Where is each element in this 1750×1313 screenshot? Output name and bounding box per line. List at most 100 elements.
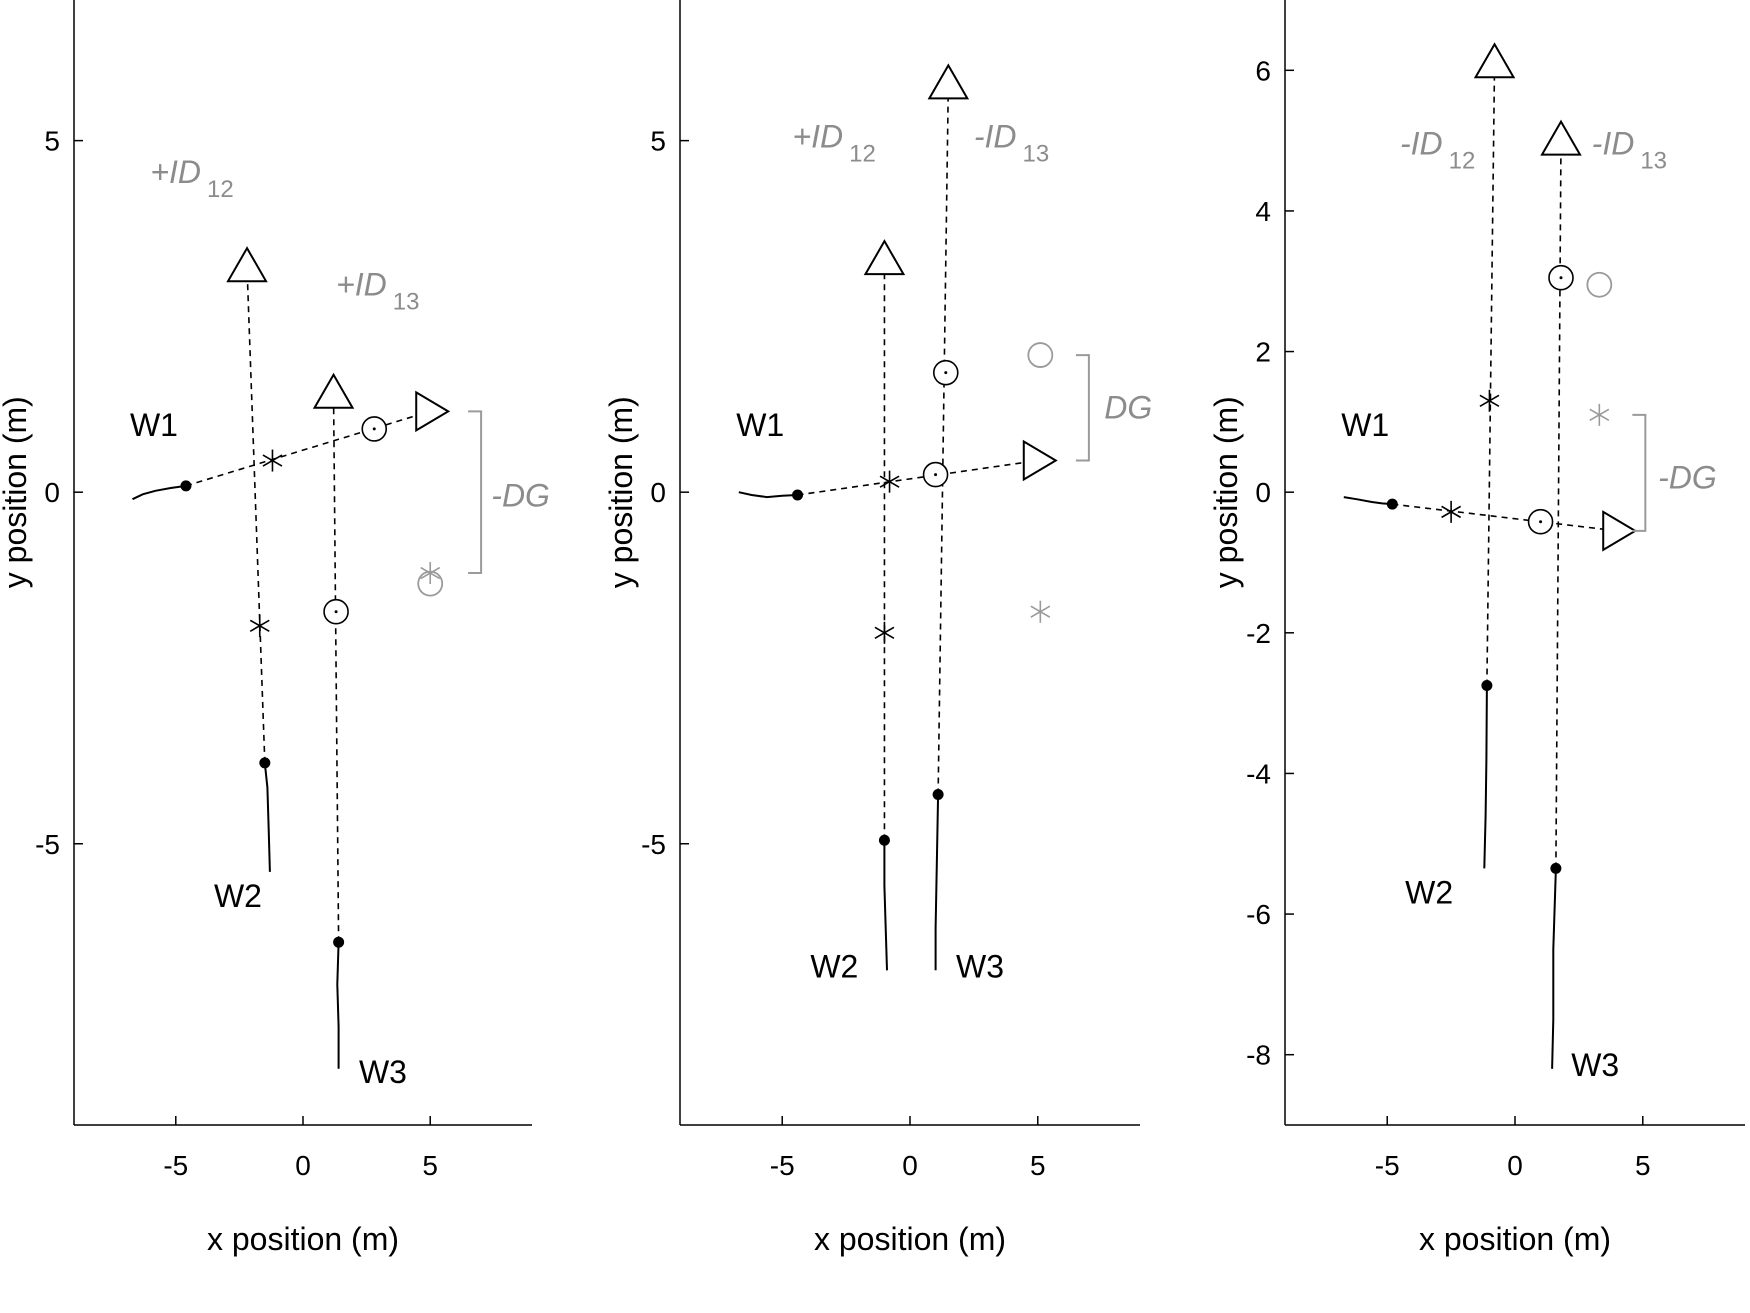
triangle-up-marker [927, 63, 970, 100]
star-marker [262, 449, 283, 472]
track-solid-w3 [934, 794, 940, 971]
ghost-star-marker [1589, 403, 1610, 426]
track-projection-w1 [1392, 503, 1618, 532]
track-solid-w3 [1551, 868, 1557, 1069]
track-solid-w3 [336, 942, 340, 1069]
track-solid-w2 [883, 840, 888, 971]
triangle-up-marker [312, 372, 355, 409]
y-tick-label: -6 [1246, 899, 1271, 930]
chart-panel-1: -5 0 5 -5 0 5 x position (m) y position (m) W1 W2… [0, 0, 550, 1257]
track-label-w1: W1 [736, 407, 784, 443]
ghost-circle-marker [1586, 271, 1613, 298]
annotation-subscript: 12 [1449, 148, 1476, 175]
chart-panel-3: -5 0 5 -8 -6 -4 -2 0 2 4 6 x position (m) y position… [1208, 0, 1745, 1257]
start-dot-marker [792, 489, 804, 501]
track-label-w1: W1 [130, 407, 178, 443]
x-tick-label: -5 [770, 1150, 795, 1181]
circle-center-dot [1539, 520, 1543, 524]
track-projection-w3 [937, 84, 950, 795]
start-dot-marker [1481, 680, 1493, 692]
x-axis-label: x position (m) [1419, 1221, 1611, 1257]
track-solid-w1 [1343, 496, 1393, 506]
annotation-main: -DG [1658, 460, 1717, 496]
annotation-label: +ID 13 [336, 266, 419, 315]
annotation-subscript: 13 [393, 288, 420, 315]
star-marker [879, 470, 900, 493]
track-projection-w1 [185, 410, 431, 487]
star-stroke [420, 566, 441, 580]
track-projection-w3 [1555, 140, 1562, 869]
star-stroke [1589, 408, 1610, 422]
start-dot-marker [180, 480, 192, 492]
star-marker [1441, 500, 1462, 523]
y-tick-label: 0 [650, 477, 666, 508]
track-label-w3: W3 [359, 1054, 407, 1090]
x-axis-label: x position (m) [207, 1221, 399, 1257]
x-tick-label: 0 [1507, 1150, 1523, 1181]
track-projection-w3 [332, 393, 340, 943]
circle-center-dot [334, 610, 338, 614]
start-dot-marker [1386, 498, 1398, 510]
annotation-subscript: 13 [1640, 148, 1667, 175]
start-dot-marker [1550, 862, 1562, 874]
annotation-label: -ID 12 [1400, 126, 1475, 175]
track-label-w1: W1 [1341, 407, 1389, 443]
track-projection-w1 [797, 459, 1038, 496]
annotation-label: -DG [491, 477, 550, 513]
triangle-right-marker [1602, 510, 1638, 552]
dg-bracket [1075, 354, 1090, 462]
x-tick-label: 0 [902, 1150, 918, 1181]
dg-bracket [1632, 413, 1647, 532]
track-solid-w1 [738, 491, 798, 499]
chart-panel-2: -5 0 5 -5 0 5 x position (m) y position (m) W1 W2… [603, 0, 1152, 1257]
track-label-w2: W2 [810, 948, 858, 984]
track-label-w3: W3 [956, 948, 1004, 984]
start-dot-marker [932, 789, 944, 801]
annotation-main: -ID [974, 119, 1017, 155]
y-tick-label: -4 [1246, 758, 1271, 789]
annotation-label: DG [1104, 389, 1152, 425]
y-axis-label: y position (m) [0, 396, 33, 588]
x-tick-label: -5 [1375, 1150, 1400, 1181]
star-stroke [262, 454, 283, 467]
track-solid-w2 [1483, 685, 1488, 869]
start-dot-marker [878, 834, 890, 846]
y-tick-label: -2 [1246, 618, 1271, 649]
annotation-subscript: 12 [849, 141, 876, 168]
annotation-subscript: 12 [207, 176, 234, 203]
annotation-subscript: 13 [1023, 141, 1050, 168]
ghost-circle-marker [1027, 342, 1054, 368]
annotation-main: +ID [150, 154, 201, 190]
track-label-w3: W3 [1571, 1047, 1619, 1083]
annotation-label: -DG [1658, 460, 1717, 496]
star-stroke [874, 626, 895, 640]
track-solid-w1 [132, 484, 187, 501]
x-tick-label: 0 [295, 1150, 311, 1181]
track-label-w2: W2 [1405, 875, 1453, 911]
y-tick-label: 4 [1255, 196, 1271, 227]
x-tick-label: 5 [1030, 1150, 1046, 1181]
y-tick-label: 0 [44, 477, 60, 508]
star-stroke [1479, 394, 1500, 407]
triangle-right-marker [1022, 439, 1058, 482]
star-marker [1479, 389, 1500, 412]
star-marker [249, 614, 270, 637]
circle-center-dot [372, 427, 376, 431]
x-tick-label: -5 [163, 1150, 188, 1181]
dg-bracket [468, 410, 483, 575]
x-tick-label: 5 [1635, 1150, 1651, 1181]
annotation-label: +ID 12 [150, 154, 233, 203]
start-dot-marker [333, 936, 345, 948]
annotation-label: -ID 13 [974, 119, 1049, 168]
triangle-right-marker [415, 390, 451, 433]
ghost-circle-marker [417, 570, 444, 597]
ghost-star-marker [1030, 600, 1051, 623]
triangle-up-marker [863, 239, 906, 276]
ghost-star-marker [420, 562, 441, 585]
star-stroke [1030, 605, 1051, 618]
x-tick-label: 5 [422, 1150, 438, 1181]
annotation-label: -ID 13 [1592, 126, 1667, 175]
y-tick-label: 0 [1255, 477, 1271, 508]
circle-center-dot [934, 473, 938, 477]
